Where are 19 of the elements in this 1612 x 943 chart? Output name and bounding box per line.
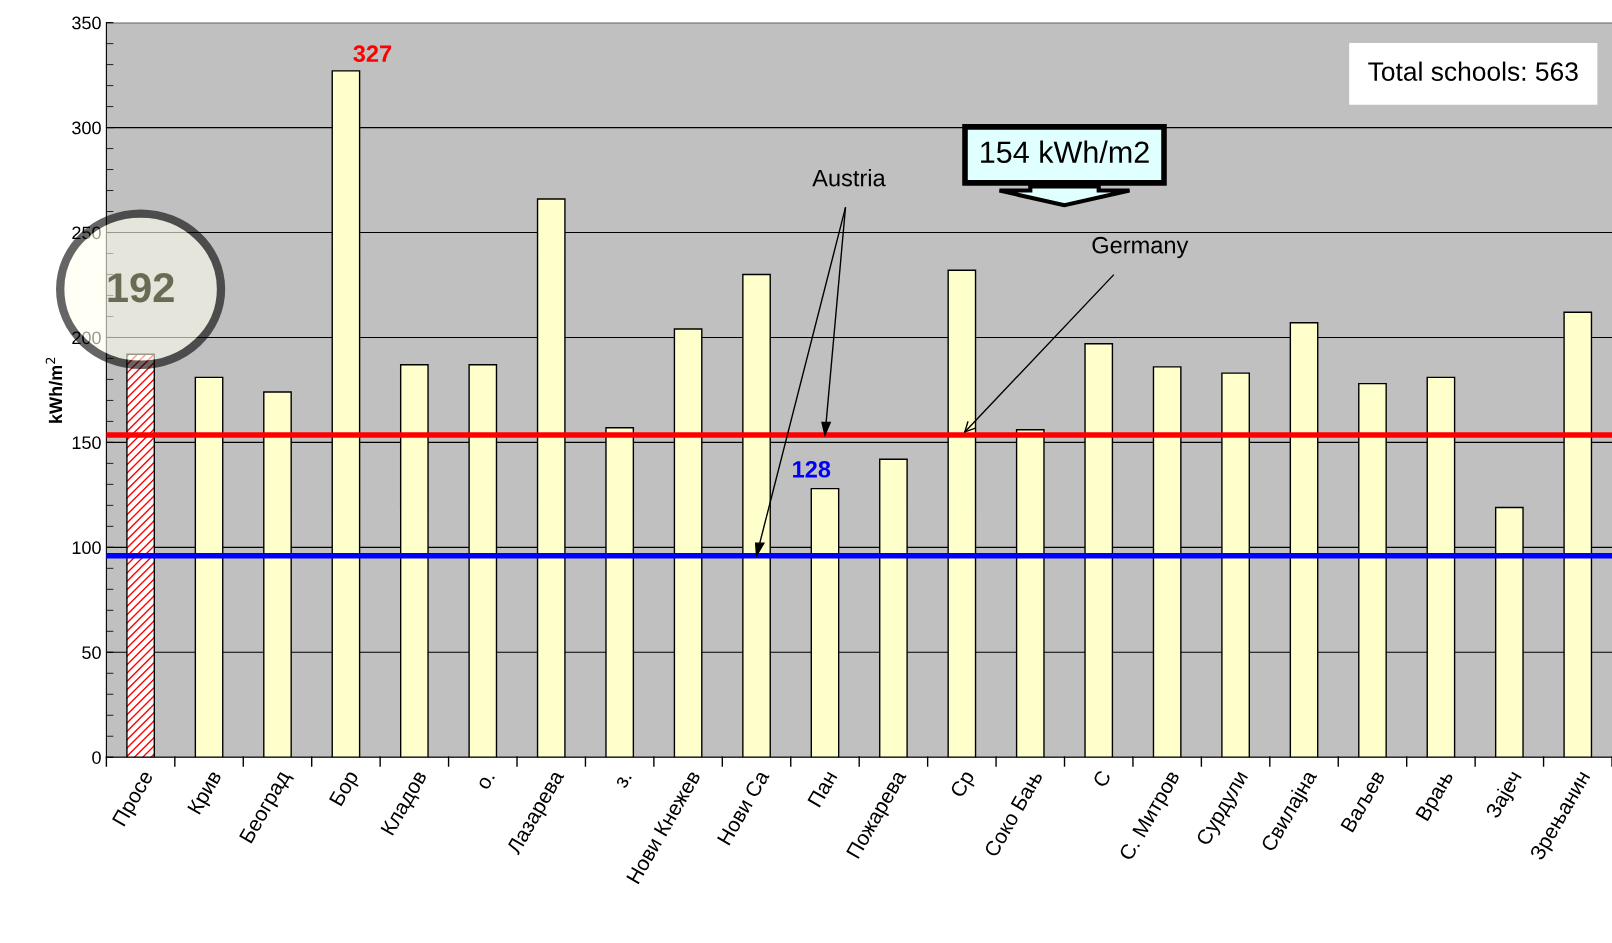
y-tick-label: 300 xyxy=(72,121,101,135)
data-label: 192 xyxy=(108,272,174,303)
y-tick-label: 50 xyxy=(82,646,101,660)
x-tick-label: Ср xyxy=(949,769,979,801)
data-label: 128 xyxy=(793,460,831,478)
y-tick-label: 0 xyxy=(92,751,101,764)
y-axis-title: kWh/m$^{2}$ xyxy=(45,357,63,423)
data-label: 327 xyxy=(353,45,392,63)
x-tick-label: о. xyxy=(477,771,496,791)
y-tick-label: 150 xyxy=(72,436,101,450)
x-tick-label: з. xyxy=(615,771,632,789)
y-tick-label: 100 xyxy=(72,541,101,555)
annotation: Total schools: 563 xyxy=(1368,61,1578,81)
annotation: Austria xyxy=(812,169,886,187)
annotation: 154 kWh/m2 xyxy=(981,140,1149,164)
x-tick-label: Бор xyxy=(329,769,363,809)
annotation: Germany xyxy=(1092,236,1189,259)
x-tick-label: С xyxy=(1092,769,1112,789)
y-tick-label: 350 xyxy=(72,16,101,30)
